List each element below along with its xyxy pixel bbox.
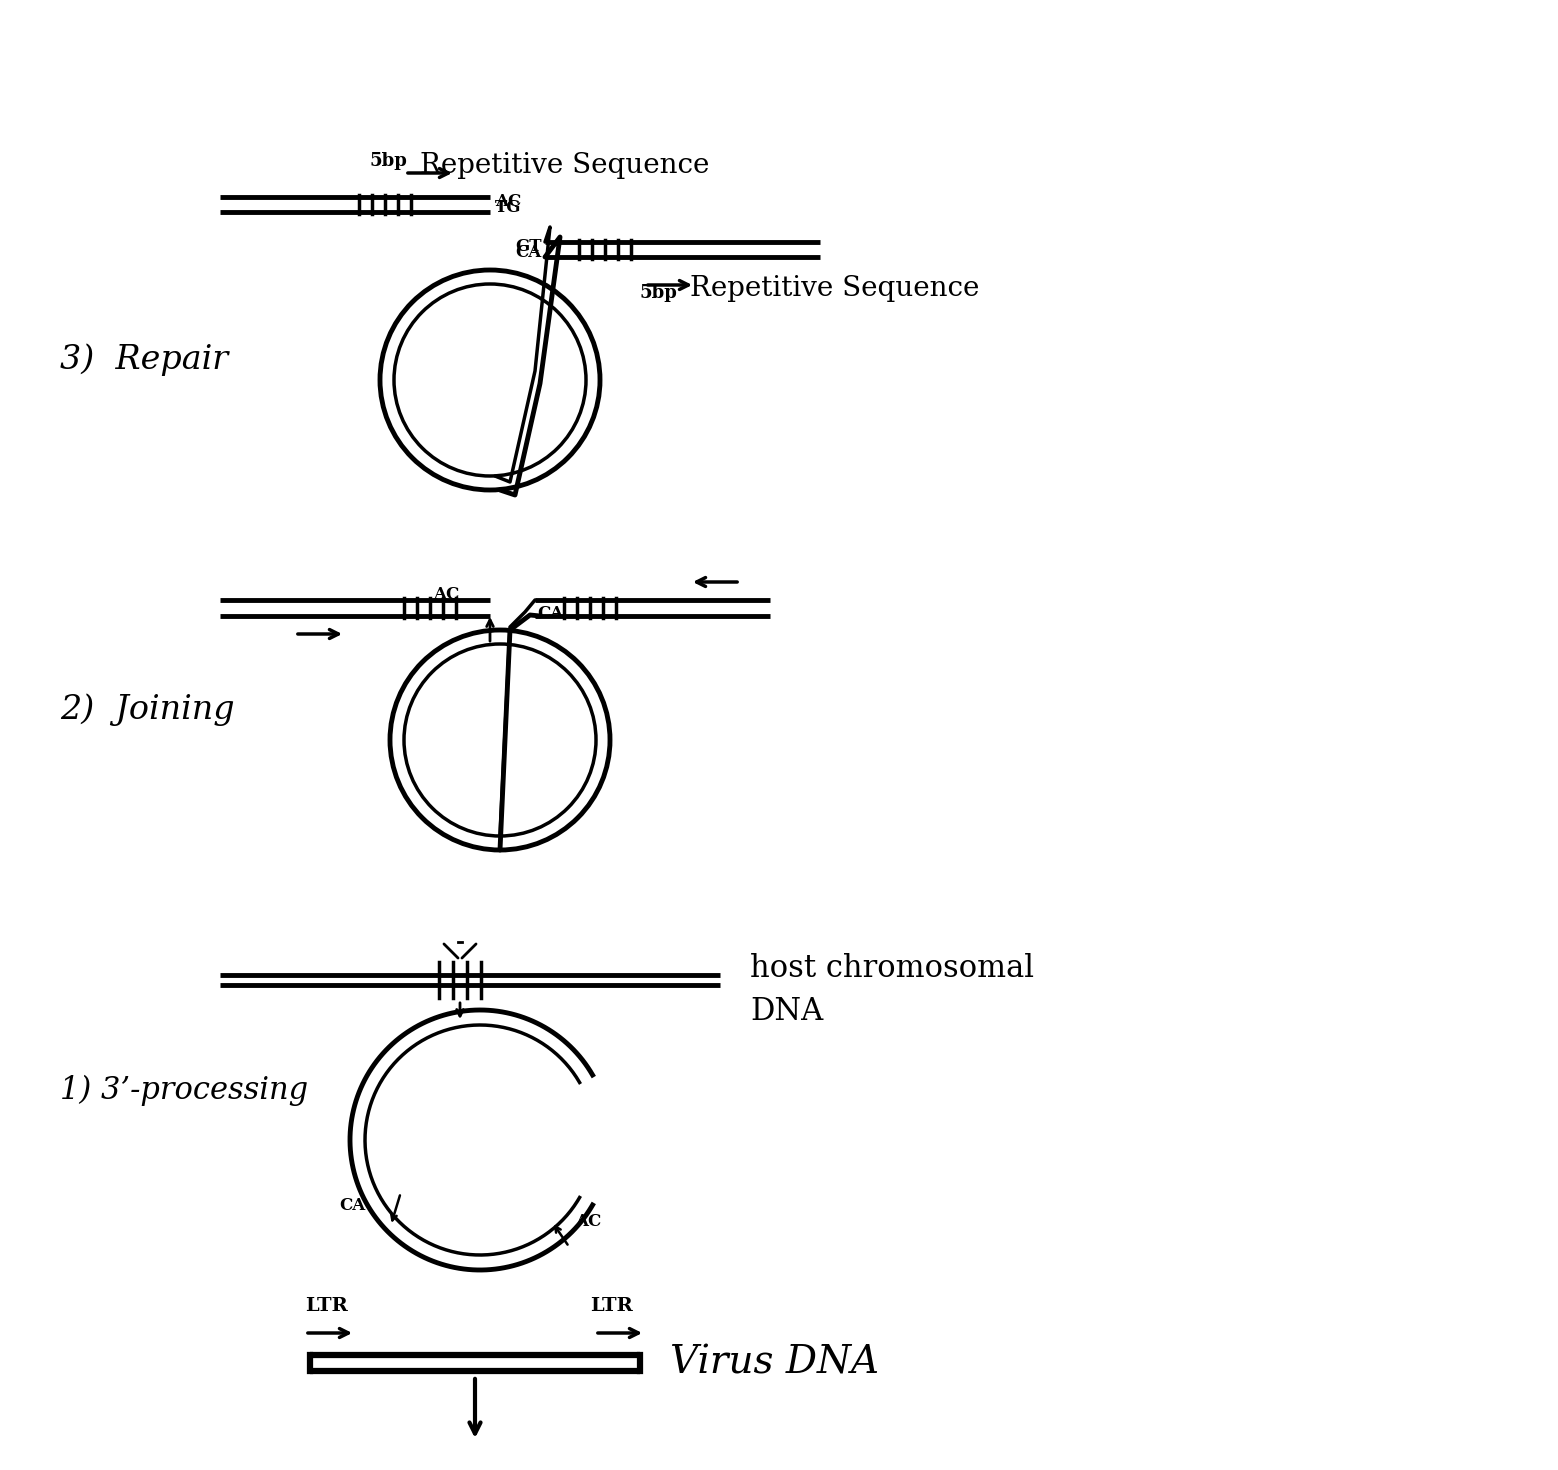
Text: AC: AC bbox=[495, 193, 522, 210]
Text: LTR: LTR bbox=[305, 1297, 347, 1316]
Text: 3)  Repair: 3) Repair bbox=[61, 344, 229, 376]
Text: LTR: LTR bbox=[590, 1297, 633, 1316]
Text: AC: AC bbox=[575, 1213, 601, 1230]
Text: 5bp: 5bp bbox=[369, 151, 408, 171]
Text: 1) 3’-processing: 1) 3’-processing bbox=[61, 1075, 308, 1105]
Text: Repetitive Sequence: Repetitive Sequence bbox=[421, 151, 709, 179]
Text: GT: GT bbox=[516, 238, 542, 254]
Text: CA: CA bbox=[340, 1197, 366, 1214]
Text: 2)  Joining: 2) Joining bbox=[61, 694, 235, 726]
Text: 5bp: 5bp bbox=[640, 284, 678, 301]
Text: Repetitive Sequence: Repetitive Sequence bbox=[690, 275, 980, 301]
Text: CA: CA bbox=[538, 606, 564, 622]
Text: TG: TG bbox=[495, 198, 522, 216]
Text: CA: CA bbox=[516, 244, 542, 262]
Text: Virus DNA: Virus DNA bbox=[670, 1345, 879, 1382]
Text: host chromosomal
DNA: host chromosomal DNA bbox=[749, 953, 1035, 1028]
Text: AC: AC bbox=[433, 587, 460, 603]
